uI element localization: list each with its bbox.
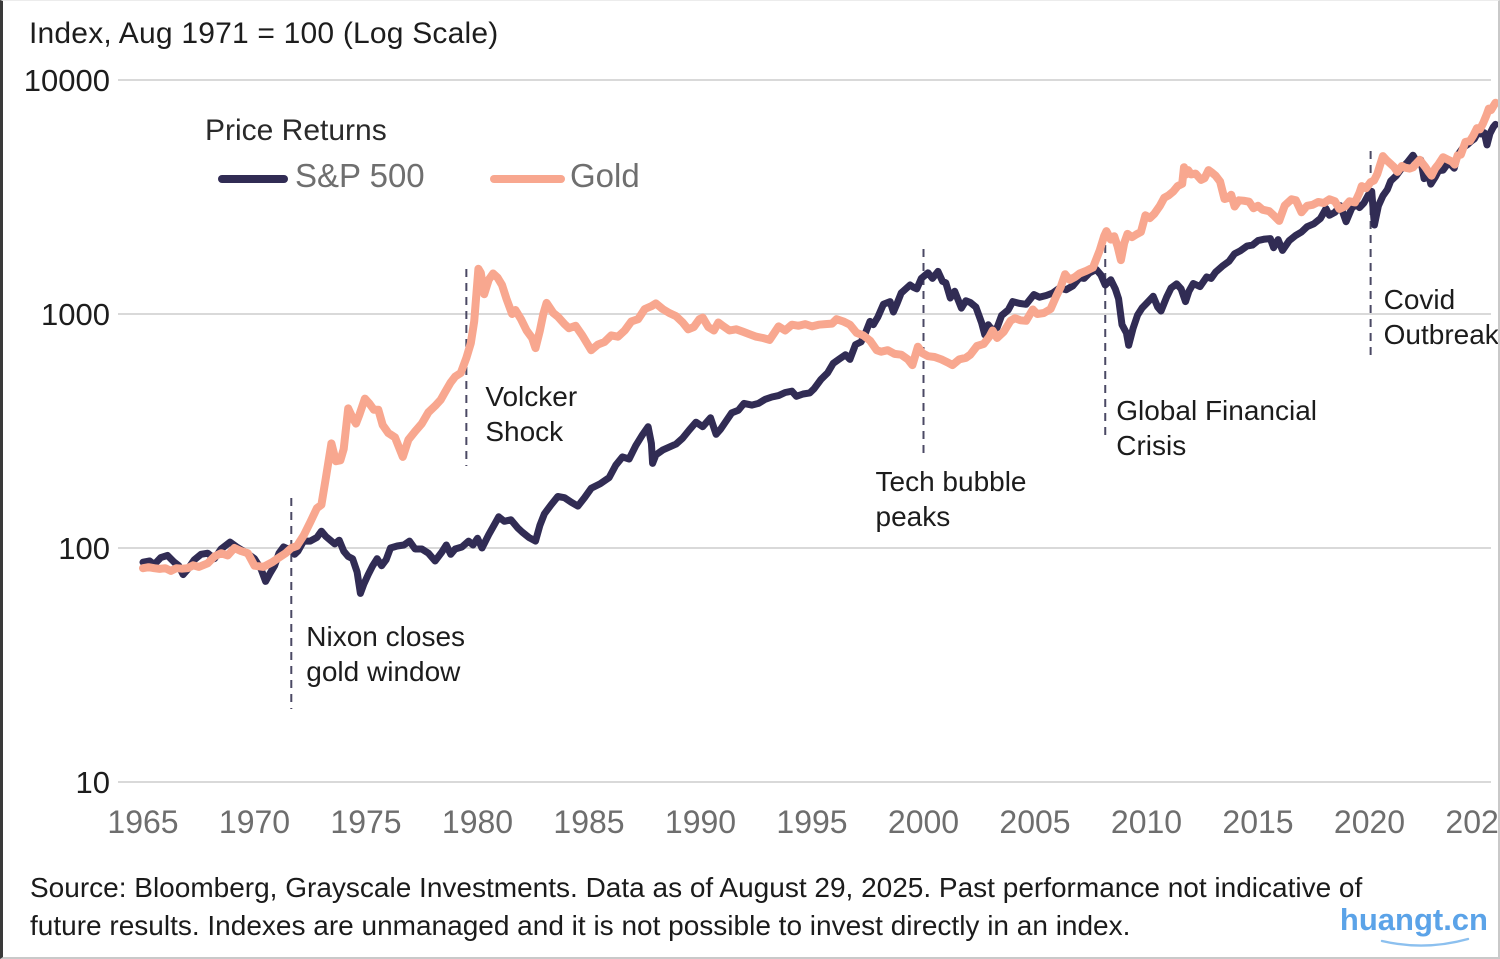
x-tick-1990: 1990 bbox=[664, 804, 737, 840]
x-tick-2010: 2010 bbox=[1110, 804, 1183, 840]
x-tick-1965: 1965 bbox=[107, 804, 179, 840]
legend-label-sp500: S&P 500 bbox=[295, 157, 425, 194]
annotation-line: Crisis bbox=[1116, 430, 1187, 461]
x-tick-2015: 2015 bbox=[1222, 804, 1294, 840]
annotation-line: Outbreak bbox=[1383, 319, 1499, 350]
annotation-label-gfc: Global Financial Crisis bbox=[1116, 393, 1317, 463]
annotation-line: Tech bubble bbox=[875, 466, 1027, 497]
chart-title: Index, Aug 1971 = 100 (Log Scale) bbox=[29, 17, 499, 50]
gold-line bbox=[139, 98, 1498, 575]
x-tick-1975: 1975 bbox=[330, 804, 402, 840]
x-tick-2020: 2020 bbox=[1333, 804, 1406, 840]
annotation-label-volcker: Volcker Shock bbox=[485, 379, 577, 449]
x-tick-1970: 1970 bbox=[218, 804, 291, 840]
x-tick-2005: 2005 bbox=[999, 804, 1071, 840]
annotation-label-covid: Covid Outbreak bbox=[1383, 282, 1499, 352]
y-tick-10: 10 bbox=[75, 765, 110, 800]
annotation-line: Shock bbox=[485, 416, 564, 447]
x-tick-2000: 2000 bbox=[887, 804, 960, 840]
chart-canvas bbox=[118, 79, 1498, 783]
legend-title: Price Returns bbox=[205, 114, 387, 147]
annotation-line: Covid bbox=[1383, 284, 1456, 315]
watermark-swoosh-icon bbox=[1380, 937, 1470, 947]
legend-label-gold: Gold bbox=[570, 157, 640, 194]
y-tick-100: 100 bbox=[58, 531, 110, 566]
source-text-line2: future results. Indexes are unmanaged an… bbox=[30, 910, 1131, 941]
sp500-line bbox=[139, 120, 1498, 597]
annotation-line: Nixon closes bbox=[306, 621, 466, 652]
source-text-line1: Source: Bloomberg, Grayscale Investments… bbox=[30, 872, 1363, 903]
y-tick-1000: 1000 bbox=[41, 297, 110, 332]
annotation-line: gold window bbox=[306, 656, 461, 687]
x-tick-2025: 2025 bbox=[1445, 804, 1499, 840]
y-tick-10000: 10000 bbox=[23, 63, 110, 98]
annotation-line: Global Financial bbox=[1116, 395, 1318, 426]
x-tick-1985: 1985 bbox=[553, 804, 625, 840]
sp500-line-swatch bbox=[218, 175, 288, 183]
annotation-line: peaks bbox=[875, 501, 951, 532]
gold-line-swatch bbox=[490, 175, 565, 183]
annotation-label-tech: Tech bubble peaks bbox=[876, 464, 1027, 534]
x-tick-1980: 1980 bbox=[441, 804, 514, 840]
watermark-text: huangt.cn bbox=[1339, 902, 1488, 937]
x-tick-1995: 1995 bbox=[776, 804, 848, 840]
annotation-line: Volcker bbox=[485, 381, 578, 412]
annotation-label-nixon: Nixon closes gold window bbox=[306, 619, 465, 689]
